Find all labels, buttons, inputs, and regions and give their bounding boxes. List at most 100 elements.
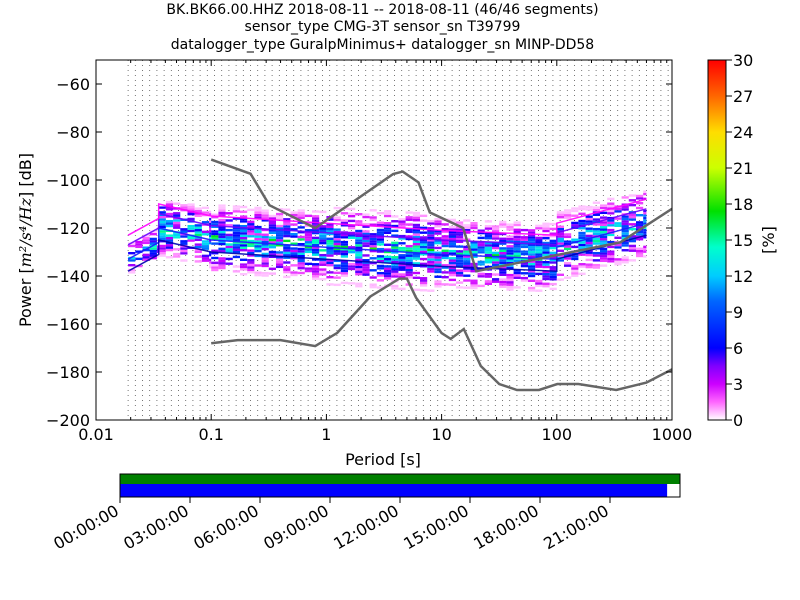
- psd-cell: [391, 256, 399, 259]
- psd-cell: [369, 218, 377, 222]
- x-axis-label: Period [s]: [345, 450, 421, 469]
- psd-cell: [470, 248, 478, 251]
- psd-cell: [319, 256, 327, 259]
- psd-cell: [499, 254, 507, 257]
- psd-cell: [158, 220, 166, 224]
- psd-cell: [304, 248, 312, 251]
- psd-cell: [463, 219, 471, 222]
- psd-cell: [463, 248, 471, 251]
- psd-cell: [427, 246, 435, 249]
- psd-cell: [218, 264, 226, 267]
- psd-cell: [564, 247, 572, 251]
- psd-cell: [369, 247, 377, 250]
- psd-cell: [398, 261, 406, 264]
- psd-cell: [412, 288, 420, 291]
- psd-cell: [484, 234, 492, 237]
- psd-cell: [165, 212, 174, 216]
- psd-cell: [528, 267, 536, 270]
- psd-cell: [261, 271, 269, 275]
- chart-title-line-2: sensor_type CMG-3T sensor_sn T39799: [244, 19, 521, 35]
- psd-cell: [600, 211, 608, 215]
- psd-cell: [283, 251, 291, 255]
- psd-cell: [218, 218, 226, 222]
- psd-cell: [463, 260, 471, 263]
- psd-cell: [194, 224, 202, 227]
- psd-cell: [283, 254, 291, 257]
- psd-cell: [628, 213, 636, 216]
- psd-cell: [254, 209, 262, 212]
- psd-cell: [513, 269, 521, 272]
- psd-cell: [304, 238, 312, 242]
- psd-cell: [333, 264, 341, 267]
- psd-cell: [391, 258, 399, 261]
- colorbar-label: [%]: [759, 226, 778, 254]
- psd-cell: [391, 287, 399, 290]
- psd-cell: [304, 236, 312, 239]
- psd-cell: [319, 239, 327, 242]
- psd-cell: [340, 281, 348, 285]
- psd-cell: [607, 204, 615, 208]
- psd-cell: [614, 243, 622, 247]
- psd-cell: [376, 243, 384, 246]
- psd-cell: [201, 206, 210, 210]
- psd-cell: [499, 237, 507, 240]
- psd-cell: [564, 214, 572, 217]
- psd-cell: [333, 259, 341, 263]
- psd-cell: [319, 232, 327, 235]
- psd-cell: [247, 244, 255, 248]
- psd-cell: [247, 261, 255, 264]
- psd-cell: [158, 223, 166, 226]
- psd-cell: [398, 225, 406, 228]
- psd-cell: [276, 236, 284, 240]
- psd-cell: [578, 205, 586, 208]
- psd-cell: [209, 253, 212, 257]
- psd-cell: [607, 228, 615, 232]
- psd-cell: [420, 257, 428, 261]
- psd-cell: [542, 244, 550, 247]
- psd-cell: [506, 278, 514, 282]
- psd-cell: [405, 268, 413, 272]
- psd-cell: [276, 217, 284, 221]
- psd-cell: [225, 238, 233, 241]
- psd-cell: [549, 287, 557, 291]
- psd-cell: [240, 217, 248, 221]
- psd-cell: [290, 252, 298, 255]
- psd-cell: [441, 256, 449, 260]
- psd-cell: [549, 246, 557, 250]
- psd-cell: [456, 228, 464, 231]
- psd-cell: [268, 226, 276, 230]
- psd-cell: [240, 268, 248, 271]
- psd-cell: [564, 264, 572, 267]
- psd-cell: [209, 220, 212, 223]
- psd-cell: [578, 265, 586, 268]
- psd-cell: [477, 275, 485, 278]
- psd-cell: [218, 266, 226, 270]
- y-axis-label-prefix: Power [: [16, 267, 35, 327]
- psd-cell: [643, 250, 647, 253]
- psd-cell: [564, 211, 572, 215]
- psd-cell: [427, 239, 435, 242]
- psd-cell: [391, 248, 399, 252]
- psd-cell: [232, 250, 240, 254]
- psd-cell: [492, 242, 500, 245]
- psd-cell: [209, 229, 212, 233]
- psd-cell: [283, 232, 291, 235]
- psd-cell: [477, 260, 485, 264]
- psd-cell: [607, 219, 615, 222]
- psd-cell: [254, 249, 262, 253]
- psd-cell: [326, 223, 334, 226]
- psd-cell: [592, 223, 600, 226]
- psd-cell: [499, 232, 507, 236]
- psd-cell: [297, 221, 305, 224]
- psd-cell: [412, 240, 420, 243]
- psd-cell: [477, 272, 485, 276]
- psd-cell: [340, 250, 348, 253]
- psd-cell: [276, 215, 284, 218]
- psd-cell: [535, 265, 543, 268]
- psd-cell: [564, 240, 572, 243]
- psd-cell: [549, 258, 557, 262]
- psd-cell: [261, 259, 269, 263]
- psd-cell: [194, 226, 202, 230]
- psd-cell: [340, 212, 348, 215]
- psd-cell: [187, 203, 195, 206]
